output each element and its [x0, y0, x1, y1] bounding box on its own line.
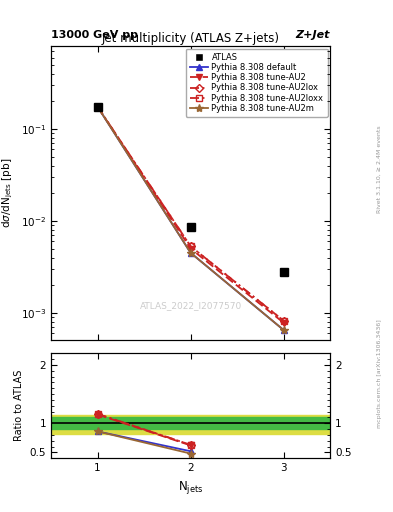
- Bar: [51, 415, 330, 434]
- Legend: ATLAS, Pythia 8.308 default, Pythia 8.308 tune-AU2, Pythia 8.308 tune-AU2lox, Py: ATLAS, Pythia 8.308 default, Pythia 8.30…: [185, 49, 328, 117]
- Pythia 8.308 default: [95, 103, 100, 110]
- Text: Rivet 3.1.10, ≥ 2.4M events: Rivet 3.1.10, ≥ 2.4M events: [377, 125, 382, 213]
- Pythia 8.308 tune-AU2: [188, 246, 193, 252]
- Pythia 8.308 tune-AU2loxx: [188, 243, 193, 249]
- Y-axis label: Ratio to ATLAS: Ratio to ATLAS: [14, 370, 24, 441]
- Y-axis label: d$\sigma$/dN$_{\rm jets}$ [pb]: d$\sigma$/dN$_{\rm jets}$ [pb]: [1, 158, 15, 228]
- Pythia 8.308 tune-AU2lox: [281, 317, 286, 324]
- Line: Pythia 8.308 tune-AU2m: Pythia 8.308 tune-AU2m: [94, 102, 288, 334]
- Pythia 8.308 default: [188, 250, 193, 256]
- Line: Pythia 8.308 tune-AU2lox: Pythia 8.308 tune-AU2lox: [95, 104, 286, 324]
- Pythia 8.308 tune-AU2lox: [188, 243, 193, 249]
- ATLAS: [281, 269, 286, 275]
- X-axis label: N$_{\rm jets}$: N$_{\rm jets}$: [178, 479, 203, 496]
- Line: Pythia 8.308 tune-AU2loxx: Pythia 8.308 tune-AU2loxx: [95, 104, 286, 324]
- ATLAS: [188, 224, 193, 230]
- Line: ATLAS: ATLAS: [94, 102, 288, 276]
- Pythia 8.308 tune-AU2: [281, 319, 286, 326]
- Pythia 8.308 tune-AU2loxx: [95, 103, 100, 110]
- Pythia 8.308 tune-AU2m: [281, 327, 286, 333]
- ATLAS: [95, 103, 100, 110]
- Pythia 8.308 tune-AU2m: [188, 250, 193, 256]
- Pythia 8.308 tune-AU2lox: [95, 103, 100, 110]
- Text: Z+Jet: Z+Jet: [296, 30, 330, 40]
- Text: 13000 GeV pp: 13000 GeV pp: [51, 30, 138, 40]
- Pythia 8.308 default: [281, 327, 286, 333]
- Text: mcplots.cern.ch [arXiv:1306.3436]: mcplots.cern.ch [arXiv:1306.3436]: [377, 319, 382, 428]
- Bar: [51, 417, 330, 429]
- Title: Jet multiplicity (ATLAS Z+jets): Jet multiplicity (ATLAS Z+jets): [102, 32, 279, 45]
- Line: Pythia 8.308 default: Pythia 8.308 default: [94, 103, 287, 333]
- Pythia 8.308 tune-AU2loxx: [281, 317, 286, 324]
- Line: Pythia 8.308 tune-AU2: Pythia 8.308 tune-AU2: [94, 103, 287, 326]
- Text: ATLAS_2022_I2077570: ATLAS_2022_I2077570: [140, 301, 242, 310]
- Pythia 8.308 tune-AU2m: [95, 103, 100, 110]
- Pythia 8.308 tune-AU2: [95, 103, 100, 110]
